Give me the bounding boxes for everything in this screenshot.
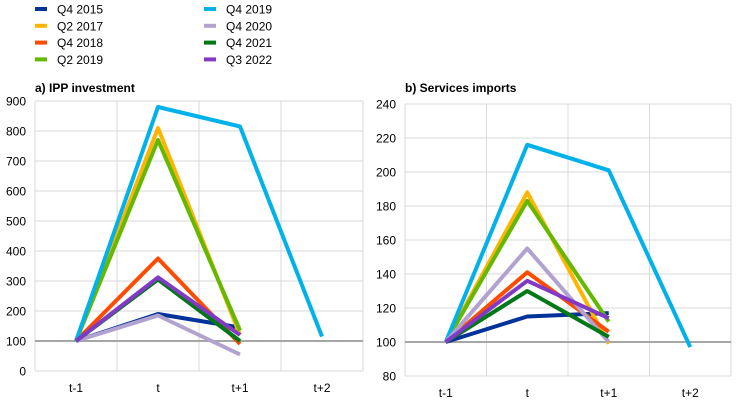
legend-item: Q2 2017 (35, 19, 103, 33)
series-line-q2-2019 (74, 138, 242, 342)
panel-ipp-investment: a) IPP investment 0 100 200 300 400 500 600 700 8… (6, 81, 364, 395)
legend-item: Q4 2015 (35, 3, 103, 17)
series-line-q4-2019 (74, 105, 324, 342)
series-line-q2-2019 (444, 198, 611, 344)
series-line-q4-2019 (443, 142, 693, 348)
y-tick-label: 0 (19, 365, 26, 379)
legend-label: Q2 2017 (57, 19, 103, 33)
y-tick-label: 240 (376, 98, 396, 112)
legend-label: Q4 2018 (57, 36, 103, 50)
series-line-q4-2020 (444, 246, 611, 344)
legend-label: Q4 2019 (226, 3, 272, 17)
legend-item: Q4 2019 (204, 3, 272, 17)
y-tick-label: 140 (376, 268, 396, 282)
series-line-q4-2020 (75, 313, 241, 357)
y-tick-label: 500 (6, 215, 26, 229)
legend: Q4 2015 Q2 2017 Q4 2018 Q2 2019 Q4 2019 Q4 20… (35, 3, 272, 67)
series-line-q2-2017 (74, 126, 242, 342)
y-tick-label: 700 (6, 155, 26, 169)
y-tick-label: 220 (376, 132, 396, 146)
y-tick-label: 100 (376, 336, 396, 350)
x-tick-label: t+2 (313, 381, 330, 395)
y-tick-label: 100 (6, 335, 26, 349)
legend-item: Q4 2021 (204, 36, 272, 50)
y-tick-label: 200 (376, 166, 396, 180)
y-tick-label: 200 (6, 305, 26, 319)
y-tick-label: 300 (6, 275, 26, 289)
y-tick-label: 600 (6, 185, 26, 199)
x-tick-label: t-1 (439, 386, 453, 400)
legend-item: Q2 2019 (35, 53, 103, 67)
panel-services-imports: b) Services imports 80 100 120 140 160 180 200 2… (376, 81, 732, 400)
legend-label: Q3 2022 (226, 53, 272, 67)
series-line-q3-2022 (444, 278, 610, 344)
legend-item: Q4 2020 (204, 19, 272, 33)
x-tick-label: t (156, 381, 160, 395)
panel-title: a) IPP investment (35, 81, 135, 95)
y-tick-label: 160 (376, 234, 396, 248)
y-tick-label: 180 (376, 200, 396, 214)
series-line-q3-2022 (74, 275, 242, 343)
series-line-q4-2021 (444, 289, 610, 344)
legend-item: Q3 2022 (204, 53, 272, 67)
legend-item: Q4 2018 (35, 36, 103, 50)
x-tick-label: t+1 (231, 381, 248, 395)
legend-label: Q4 2020 (226, 19, 272, 33)
y-tick-label: 80 (383, 370, 397, 384)
legend-label: Q4 2015 (57, 3, 103, 17)
y-tick-label: 400 (6, 245, 26, 259)
y-tick-label: 800 (6, 125, 26, 139)
x-tick-label: t (526, 386, 530, 400)
panel-title: b) Services imports (405, 81, 517, 95)
legend-label: Q4 2021 (226, 36, 272, 50)
y-tick-label: 900 (6, 95, 26, 109)
y-tick-label: 120 (376, 302, 396, 316)
x-tick-label: t+2 (682, 386, 699, 400)
x-tick-label: t+1 (600, 386, 617, 400)
legend-label: Q2 2019 (57, 53, 103, 67)
x-tick-label: t-1 (69, 381, 83, 395)
